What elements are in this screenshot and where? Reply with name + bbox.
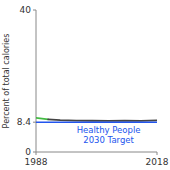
y-tick-label: 40 <box>20 5 32 15</box>
x-tick-label: 2018 <box>146 157 169 167</box>
data-line <box>48 119 157 120</box>
y-axis-label: Percent of total calories <box>2 34 11 129</box>
y-tick <box>33 10 36 11</box>
y-tick-label: 0 <box>25 147 31 157</box>
y-tick-label: 8.4 <box>17 117 32 127</box>
x-tick-label: 1988 <box>25 157 48 167</box>
y-tick <box>33 122 36 123</box>
x-tick <box>36 152 37 155</box>
x-axis <box>36 152 157 153</box>
target-label: Healthy People2030 Target <box>77 125 141 145</box>
y-axis <box>36 10 37 152</box>
target-line <box>36 121 157 122</box>
plot-area <box>36 118 157 122</box>
data-line <box>36 118 48 119</box>
x-tick <box>157 152 158 155</box>
chart: 0 8.4 40 1988 2018 Percent of total calories H… <box>0 0 170 170</box>
